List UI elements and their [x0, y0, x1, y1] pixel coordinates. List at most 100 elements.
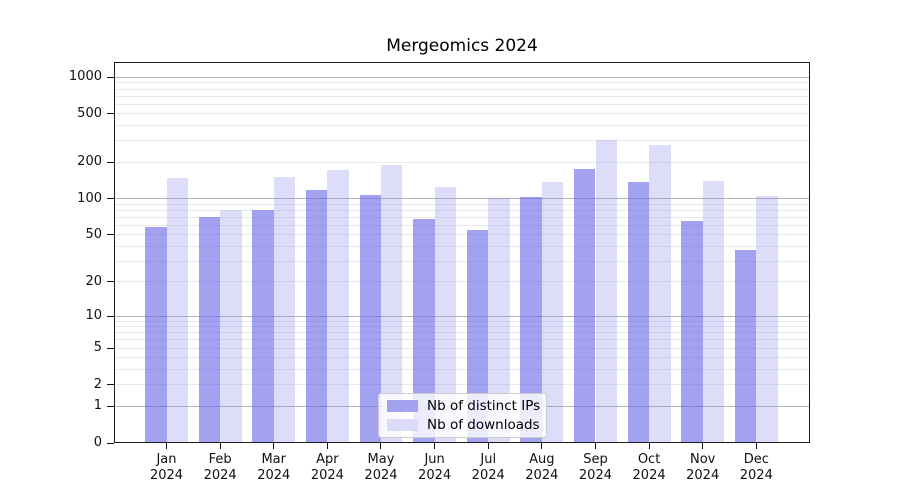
- gridline-minor-60: [114, 224, 810, 226]
- gridline-minor-3: [114, 369, 810, 371]
- bar-downloads-sep: [595, 140, 617, 443]
- x-tick-month-may: May: [367, 452, 395, 467]
- bar-distinct-ips-nov: [681, 221, 703, 443]
- y-tick-100: [107, 198, 114, 200]
- y-tick-label-1: 1: [93, 398, 102, 414]
- bar-distinct-ips-jan: [145, 227, 167, 443]
- x-tick-label-dec: Dec 2024: [726, 452, 786, 484]
- x-tick-apr: [326, 443, 328, 449]
- x-tick-year-nov: 2024: [686, 468, 720, 483]
- x-tick-label-feb: Feb 2024: [190, 452, 250, 484]
- y-tick-5: [107, 347, 114, 349]
- x-tick-year-oct: 2024: [632, 468, 666, 483]
- bar-downloads-jan: [166, 178, 188, 443]
- x-tick-jan: [166, 443, 167, 449]
- legend-label-distinct-ips: Nb of distinct IPs: [427, 398, 541, 415]
- y-tick-label-5: 5: [93, 340, 102, 356]
- legend-item-distinct-ips: Nb of distinct IPs: [387, 398, 541, 415]
- bar-distinct-ips-feb: [198, 217, 221, 443]
- x-tick-nov: [702, 443, 704, 449]
- x-tick-may: [380, 443, 382, 449]
- gridline-minor-800: [114, 88, 810, 90]
- x-tick-month-jul: Jul: [480, 452, 497, 467]
- x-tick-month-mar: Mar: [261, 452, 286, 467]
- x-tick-month-aug: Aug: [529, 452, 555, 467]
- gridline-minor-8: [114, 326, 810, 328]
- x-tick-label-aug: Aug 2024: [512, 452, 572, 484]
- bar-distinct-ips-aug: [520, 196, 542, 443]
- gridline-minor-20: [114, 281, 810, 283]
- y-tick-label-500: 500: [77, 105, 102, 121]
- x-tick-label-jul: Jul 2024: [458, 452, 518, 484]
- chart-title: Mergeomics 2024: [386, 36, 538, 56]
- gridline-minor-400: [114, 125, 810, 127]
- x-tick-year-feb: 2024: [203, 468, 237, 483]
- x-tick-year-dec: 2024: [739, 468, 773, 483]
- bar-downloads-dec: [756, 195, 778, 443]
- bar-downloads-apr: [327, 169, 349, 443]
- bar-downloads-mar: [273, 177, 296, 443]
- x-tick-dec: [755, 443, 757, 449]
- bar-distinct-ips-dec: [734, 250, 757, 443]
- bar-distinct-ips-may: [359, 195, 381, 443]
- x-tick-oct: [648, 443, 650, 449]
- y-tick-50: [107, 234, 114, 236]
- gridline-minor-4: [114, 357, 810, 359]
- x-tick-year-sep: 2024: [578, 468, 612, 483]
- legend-swatch-downloads-icon: [387, 418, 418, 431]
- x-tick-mar: [273, 443, 275, 449]
- x-tick-label-jan: Jan 2024: [137, 452, 197, 484]
- gridline-minor-900: [114, 82, 810, 84]
- gridline-minor-600: [114, 103, 810, 105]
- gridline-minor-7: [114, 332, 810, 334]
- x-tick-label-jun: Jun 2024: [405, 452, 465, 484]
- y-tick-10: [107, 315, 114, 317]
- y-tick-label-50: 50: [85, 226, 102, 242]
- gridline-minor-50: [114, 234, 810, 236]
- gridline-minor-30: [114, 260, 810, 262]
- bar-downloads-jun: [434, 187, 457, 443]
- x-tick-aug: [541, 443, 543, 449]
- x-tick-feb: [219, 443, 221, 449]
- x-tick-month-nov: Nov: [690, 452, 716, 467]
- gridline-minor-200: [114, 161, 810, 163]
- x-tick-month-jun: Jun: [424, 452, 445, 467]
- gridline-minor-6: [114, 339, 810, 341]
- y-tick-2: [107, 384, 114, 386]
- bar-distinct-ips-apr: [305, 189, 328, 443]
- bar-downloads-nov: [702, 180, 725, 443]
- gridline-major-100: [114, 198, 810, 200]
- gridline-minor-9: [114, 320, 810, 322]
- gridline-minor-90: [114, 203, 810, 205]
- y-tick-label-0: 0: [93, 435, 102, 450]
- gridline-minor-300: [114, 140, 810, 142]
- bar-downloads-oct: [649, 144, 671, 443]
- x-tick-label-nov: Nov 2024: [673, 452, 733, 484]
- bar-distinct-ips-jul: [466, 229, 489, 443]
- gridline-minor-5: [114, 347, 810, 349]
- gridline-minor-40: [114, 245, 810, 247]
- gridline-minor-70: [114, 216, 810, 218]
- bar-distinct-ips-mar: [252, 210, 274, 443]
- bar-downloads-feb: [220, 209, 242, 443]
- x-tick-label-sep: Sep 2024: [565, 452, 625, 484]
- bar-distinct-ips-oct: [627, 182, 650, 443]
- x-tick-sep: [594, 443, 596, 449]
- x-tick-month-sep: Sep: [583, 452, 608, 467]
- x-tick-year-jan: 2024: [149, 468, 184, 483]
- x-tick-jul: [487, 443, 489, 449]
- x-tick-label-apr: Apr 2024: [297, 452, 357, 484]
- x-tick-label-oct: Oct 2024: [619, 452, 679, 484]
- x-tick-month-apr: Apr: [316, 452, 339, 467]
- gridline-minor-700: [114, 95, 810, 97]
- x-tick-year-aug: 2024: [525, 468, 559, 483]
- y-tick-0: [107, 442, 114, 444]
- x-tick-month-oct: Oct: [637, 452, 661, 467]
- y-tick-label-2: 2: [93, 376, 102, 392]
- y-tick-1000: [107, 76, 114, 78]
- y-tick-20: [107, 281, 114, 283]
- x-tick-jun: [434, 443, 436, 449]
- y-tick-label-200: 200: [77, 154, 102, 170]
- legend-swatch-distinct-ips-icon: [387, 400, 418, 413]
